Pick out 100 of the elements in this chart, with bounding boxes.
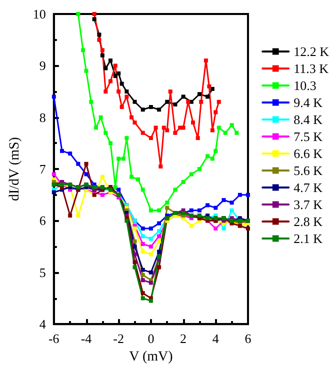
point <box>132 265 137 270</box>
point <box>216 126 221 130</box>
point <box>116 90 121 94</box>
point <box>76 162 80 166</box>
point <box>104 90 108 94</box>
point <box>108 141 113 146</box>
point <box>214 206 218 210</box>
x-tick-label: 4 <box>212 331 220 346</box>
point <box>238 192 242 197</box>
x-tick-label: -6 <box>48 331 60 346</box>
point <box>121 156 126 161</box>
point <box>214 110 218 114</box>
point <box>157 239 162 244</box>
x-tick-label: -4 <box>80 331 92 346</box>
point <box>189 208 194 212</box>
point <box>84 172 88 176</box>
point <box>132 252 137 256</box>
x-tick-label: 6 <box>244 331 252 346</box>
point <box>165 206 170 210</box>
point <box>206 94 210 99</box>
legend-label: 3.7 K <box>294 197 324 212</box>
y-tick-label: 5 <box>39 264 46 280</box>
point <box>222 198 226 202</box>
point <box>76 12 80 16</box>
point <box>157 208 162 212</box>
point <box>162 126 166 130</box>
legend-label: 6.6 K <box>294 146 324 161</box>
point <box>94 126 98 130</box>
y-tick-label: 6 <box>39 213 46 228</box>
point <box>148 105 153 110</box>
point <box>165 200 170 205</box>
point <box>165 100 170 104</box>
y-axis-title: dI/dV (mS) <box>8 136 22 202</box>
point <box>84 162 88 166</box>
point <box>196 136 200 140</box>
point <box>100 192 104 197</box>
point <box>165 128 170 132</box>
point <box>140 226 145 230</box>
point <box>206 154 210 158</box>
legend-label: 5.6 K <box>294 163 324 178</box>
point <box>148 280 153 285</box>
point <box>246 226 250 230</box>
point <box>84 68 88 73</box>
point <box>214 148 218 153</box>
legend-label: 12.2 K <box>294 44 330 59</box>
point <box>207 84 212 88</box>
point <box>140 273 145 277</box>
point <box>76 214 80 218</box>
point <box>234 130 239 135</box>
y-tick-label: 10 <box>32 6 46 22</box>
point <box>206 203 210 208</box>
point <box>197 208 202 212</box>
point <box>116 156 121 161</box>
point <box>108 79 113 84</box>
x-tick-label: 0 <box>148 331 154 346</box>
point <box>210 156 214 161</box>
point <box>140 268 145 272</box>
y-tick-label: 4 <box>39 316 46 332</box>
point <box>157 108 162 112</box>
point <box>223 130 228 135</box>
x-tick-label: 2 <box>180 331 187 346</box>
x-tick-label: -2 <box>113 331 124 346</box>
point <box>157 234 162 238</box>
point <box>140 242 145 246</box>
point <box>189 224 194 228</box>
point <box>132 239 137 244</box>
point <box>124 218 129 223</box>
y-tick-label: 7 <box>39 162 46 177</box>
point <box>100 48 104 52</box>
point <box>120 105 124 110</box>
point <box>113 74 118 78</box>
point <box>120 82 124 86</box>
legend-label: 11.3 K <box>294 61 330 76</box>
point <box>157 229 162 234</box>
point <box>108 58 113 63</box>
y-tick-label: 9 <box>39 58 46 74</box>
point <box>173 188 178 192</box>
point <box>130 174 134 179</box>
point <box>140 296 145 300</box>
point <box>148 236 153 241</box>
point <box>113 185 118 190</box>
point <box>148 252 153 256</box>
point <box>214 226 218 230</box>
point <box>89 100 94 104</box>
point <box>81 48 86 52</box>
point <box>130 115 134 120</box>
point <box>124 90 129 94</box>
legend-label: 2.8 K <box>294 214 324 229</box>
point <box>148 226 153 230</box>
point <box>181 94 186 99</box>
point <box>148 270 153 274</box>
point <box>148 208 153 212</box>
point <box>52 94 56 99</box>
point <box>132 260 137 264</box>
legend-label: 10.3 <box>294 78 316 93</box>
point <box>157 221 162 226</box>
x-axis-title: V (mV) <box>129 350 174 364</box>
point <box>116 71 121 76</box>
point <box>132 244 137 249</box>
point <box>210 128 214 132</box>
